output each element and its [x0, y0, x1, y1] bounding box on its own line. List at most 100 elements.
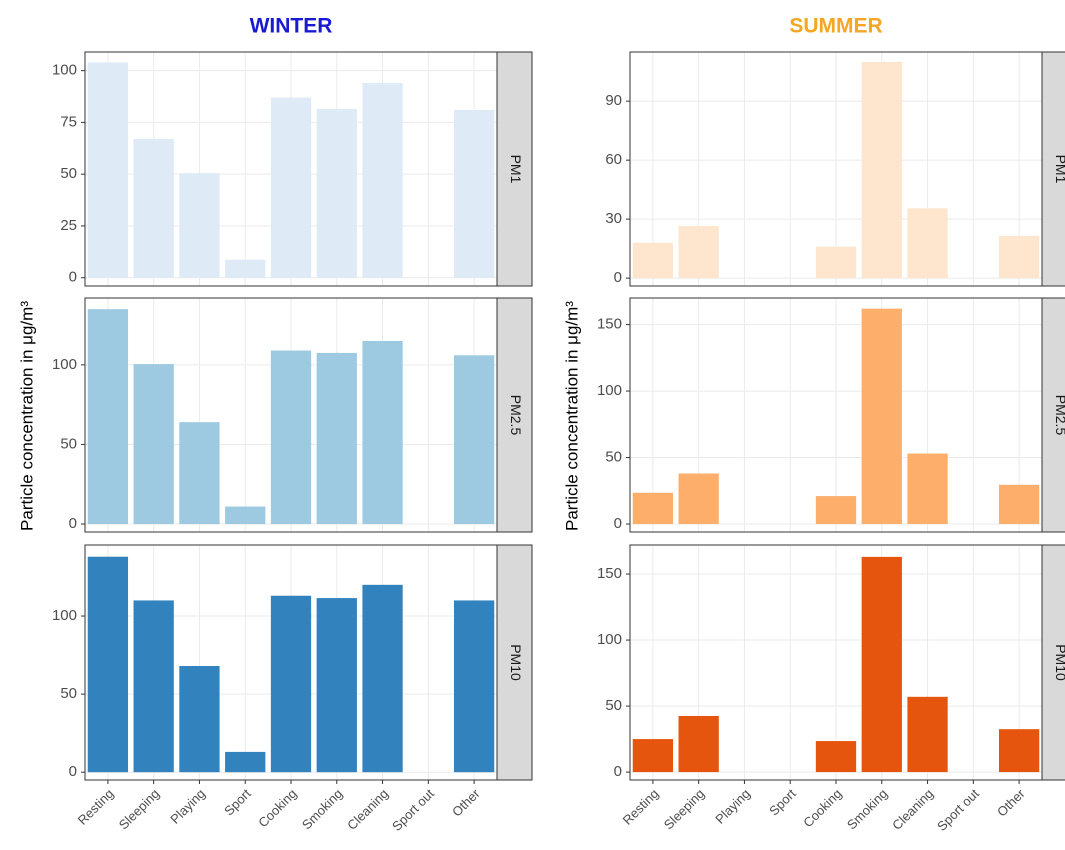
bar: [632, 739, 674, 773]
facet-label: PM10: [1053, 644, 1065, 681]
bar: [998, 484, 1040, 525]
bar: [861, 556, 902, 773]
x-tick-label: Sport: [221, 786, 254, 819]
bar: [179, 422, 220, 525]
bar: [998, 235, 1040, 279]
chart-title: WINTER: [250, 15, 333, 38]
y-tick-label: 100: [52, 356, 77, 373]
y-tick-label: 100: [597, 382, 622, 399]
y-tick-label: 100: [597, 631, 622, 648]
bar: [270, 595, 312, 773]
x-tick-label: Cooking: [255, 786, 299, 830]
y-tick-label: 100: [52, 607, 77, 624]
x-tick-label: Playing: [167, 786, 208, 827]
bar: [362, 83, 403, 278]
bar: [87, 62, 129, 278]
bar: [678, 226, 719, 279]
y-tick-label: 0: [614, 515, 622, 532]
bar: [362, 584, 403, 773]
y-tick-label: 0: [69, 763, 77, 780]
x-tick-label: Other: [449, 785, 483, 819]
facet-strip: [496, 51, 533, 287]
bar: [907, 208, 948, 279]
y-axis-label: Particle concentration in μg/m³: [17, 301, 36, 531]
y-tick-label: 25: [60, 217, 77, 234]
bar: [133, 600, 174, 773]
chart-title: SUMMER: [789, 15, 882, 38]
y-tick-label: 150: [597, 316, 622, 333]
y-tick-label: 50: [60, 685, 77, 702]
x-tick-label: Sport: [766, 786, 799, 819]
y-axis-label: Particle concentration in μg/m³: [562, 301, 581, 531]
bar: [815, 496, 857, 525]
facet-strip: [496, 544, 533, 781]
bar: [907, 696, 948, 773]
bar: [225, 751, 266, 773]
x-tick-label: Playing: [712, 786, 753, 827]
bar: [225, 506, 266, 525]
x-tick-label: Sleeping: [661, 786, 707, 832]
facet-label: PM2.5: [1053, 395, 1065, 436]
y-tick-label: 75: [60, 113, 77, 130]
bar: [815, 741, 857, 773]
x-tick-label: Resting: [620, 786, 662, 828]
y-tick-label: 100: [52, 62, 77, 79]
y-tick-label: 0: [614, 763, 622, 780]
y-tick-label: 50: [60, 435, 77, 452]
x-tick-label: Smoking: [844, 786, 890, 832]
facet-label: PM2.5: [508, 395, 524, 436]
bar: [861, 308, 902, 525]
facet-strip: [496, 297, 533, 533]
y-tick-label: 0: [69, 515, 77, 532]
bar: [179, 666, 220, 773]
bar: [316, 352, 357, 525]
y-tick-label: 150: [597, 565, 622, 582]
y-tick-label: 90: [605, 92, 622, 109]
bar: [316, 108, 357, 278]
facet-strip: [1041, 297, 1065, 533]
y-tick-label: 50: [605, 697, 622, 714]
bar: [87, 556, 129, 773]
bar: [87, 309, 129, 525]
bar: [632, 492, 674, 525]
bar: [133, 138, 174, 278]
facet-strip: [1041, 544, 1065, 781]
facet-label: PM1: [1053, 155, 1065, 184]
y-tick-label: 30: [605, 210, 622, 227]
y-tick-label: 0: [614, 269, 622, 286]
bar: [133, 364, 174, 525]
bar: [678, 715, 719, 773]
bar: [316, 598, 357, 773]
y-tick-label: 0: [69, 269, 77, 286]
bar: [453, 109, 495, 278]
bar: [270, 350, 312, 525]
x-tick-label: Smoking: [299, 786, 345, 832]
x-tick-label: Sport out: [389, 786, 437, 834]
bar: [362, 340, 403, 525]
x-tick-label: Resting: [75, 786, 117, 828]
bar: [453, 355, 495, 525]
bar: [270, 97, 312, 278]
bar: [907, 453, 948, 525]
bar: [998, 729, 1040, 773]
bar: [678, 473, 719, 525]
y-tick-label: 50: [605, 449, 622, 466]
bar: [632, 242, 674, 279]
bar: [453, 600, 495, 773]
facet-label: PM10: [508, 644, 524, 681]
x-tick-label: Other: [994, 785, 1028, 819]
bar: [861, 61, 902, 279]
bar: [179, 173, 220, 278]
facet-label: PM1: [508, 155, 524, 184]
x-tick-label: Cooking: [800, 786, 844, 830]
y-tick-label: 50: [60, 165, 77, 182]
x-tick-label: Cleaning: [344, 786, 391, 833]
bar: [225, 259, 266, 278]
bar: [815, 246, 857, 279]
facet-strip: [1041, 51, 1065, 287]
x-tick-label: Sleeping: [116, 786, 162, 832]
y-tick-label: 60: [605, 151, 622, 168]
x-tick-label: Cleaning: [889, 786, 936, 833]
